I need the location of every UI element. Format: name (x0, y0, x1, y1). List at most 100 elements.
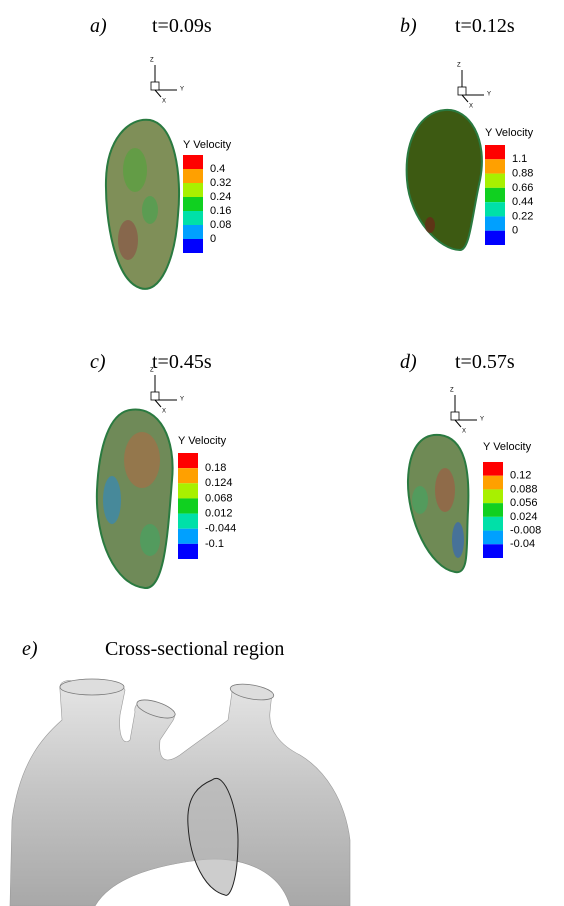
legend-tick-label: 0 (512, 225, 518, 237)
triad-box (151, 392, 159, 400)
legend-tick-label: 0.124 (205, 477, 233, 489)
contour-region (425, 217, 435, 233)
legend-swatch (485, 216, 505, 230)
contour-region (140, 524, 160, 556)
legend-tick-label: 0.056 (510, 497, 538, 509)
triad-axis (462, 95, 468, 102)
contour-region (142, 196, 158, 224)
triad-label: X (469, 104, 473, 110)
contour-region (118, 220, 138, 260)
legend-tick-label: -0.1 (205, 538, 224, 550)
legend-tick-label: 0 (210, 233, 216, 245)
contour-region (124, 432, 160, 488)
triad-label: Y (180, 397, 184, 403)
legend-tick-label: 0.4 (210, 163, 225, 175)
legend-tick-label: 0.66 (512, 182, 533, 194)
legend-swatch (485, 174, 505, 188)
legend-title: Y Velocity (178, 435, 227, 447)
triad-box (458, 87, 466, 95)
contour-region (452, 522, 464, 558)
triad-box (151, 82, 159, 90)
triad-label: Z (450, 388, 454, 394)
legend-tick-label: 1.1 (512, 153, 527, 165)
legend-tick-label: 0.22 (512, 210, 533, 222)
legend-swatch (485, 145, 505, 159)
legend-tick-label: 0.44 (512, 196, 533, 208)
legend-title: Y Velocity (183, 139, 232, 151)
legend-tick-label: 0.18 (205, 462, 226, 474)
legend-swatch (178, 544, 198, 559)
panel-label: b) (400, 15, 417, 37)
panel-time: t=0.45s (152, 351, 212, 373)
panel-label: d) (400, 351, 417, 373)
legend-swatch (483, 462, 503, 476)
triad-axis (155, 90, 161, 97)
triad-box (451, 412, 459, 420)
legend-swatch (483, 503, 503, 517)
contour-region (123, 148, 147, 192)
figure: e) Cross-sectional region a) t=0.09s Z Y X Y … (0, 0, 564, 906)
panel-title: Cross-sectional region (105, 638, 284, 660)
legend-swatch (183, 169, 203, 183)
legend-title: Y Velocity (483, 441, 532, 453)
legend-title: Y Velocity (485, 127, 534, 139)
triad-label: X (162, 409, 166, 415)
legend-swatch (178, 498, 198, 513)
triad-label: Y (487, 92, 491, 98)
legend-swatch (483, 517, 503, 531)
legend-tick-label: 0.88 (512, 167, 533, 179)
legend-tick-label: -0.044 (205, 523, 236, 535)
legend-swatch (485, 188, 505, 202)
legend-tick-label: 0.068 (205, 492, 233, 504)
legend-swatch (183, 183, 203, 197)
legend-swatch (178, 514, 198, 529)
legend-swatch (485, 231, 505, 245)
panel-label: e) (22, 638, 38, 660)
legend-swatch (178, 483, 198, 498)
legend-swatch (483, 476, 503, 490)
contour-region (103, 476, 121, 524)
panel-time: t=0.12s (455, 15, 515, 37)
legend-swatch (483, 531, 503, 545)
legend-tick-label: 0.16 (210, 205, 231, 217)
triad-label: Y (180, 87, 184, 93)
legend-swatch (183, 197, 203, 211)
aorta-model (10, 679, 350, 906)
legend-tick-label: 0.012 (205, 507, 233, 519)
legend-tick-label: 0.24 (210, 191, 231, 203)
legend-swatch (483, 544, 503, 558)
legend-tick-label: -0.04 (510, 538, 535, 550)
triad-label: X (462, 429, 466, 435)
legend-swatch (178, 453, 198, 468)
legend-swatch (183, 211, 203, 225)
panel-label: c) (90, 351, 106, 373)
legend-tick-label: 0.12 (510, 470, 531, 482)
panel-label: a) (90, 15, 107, 37)
triad-label: Z (150, 368, 154, 374)
legend-tick-label: 0.088 (510, 483, 538, 495)
panel-time: t=0.09s (152, 15, 212, 37)
legend-tick-label: 0.32 (210, 177, 231, 189)
contour-region (435, 468, 455, 512)
triad-axis (155, 400, 161, 407)
legend-swatch (483, 489, 503, 503)
legend-tick-label: -0.008 (510, 524, 541, 536)
contour-region (412, 486, 428, 514)
legend-swatch (485, 159, 505, 173)
legend-tick-label: 0.024 (510, 511, 538, 523)
legend-swatch (183, 225, 203, 239)
panel-time: t=0.57s (455, 351, 515, 373)
contour-surface (106, 120, 179, 289)
legend-tick-label: 0.08 (210, 219, 231, 231)
triad-axis (455, 420, 461, 427)
legend-swatch (183, 155, 203, 169)
triad-label: X (162, 99, 166, 105)
legend-swatch (485, 202, 505, 216)
legend-swatch (178, 529, 198, 544)
legend-swatch (183, 239, 203, 253)
legend-swatch (178, 468, 198, 483)
triad-label: Z (457, 63, 461, 69)
contour-surface (407, 110, 482, 250)
triad-label: Z (150, 58, 154, 64)
triad-label: Y (480, 417, 484, 423)
